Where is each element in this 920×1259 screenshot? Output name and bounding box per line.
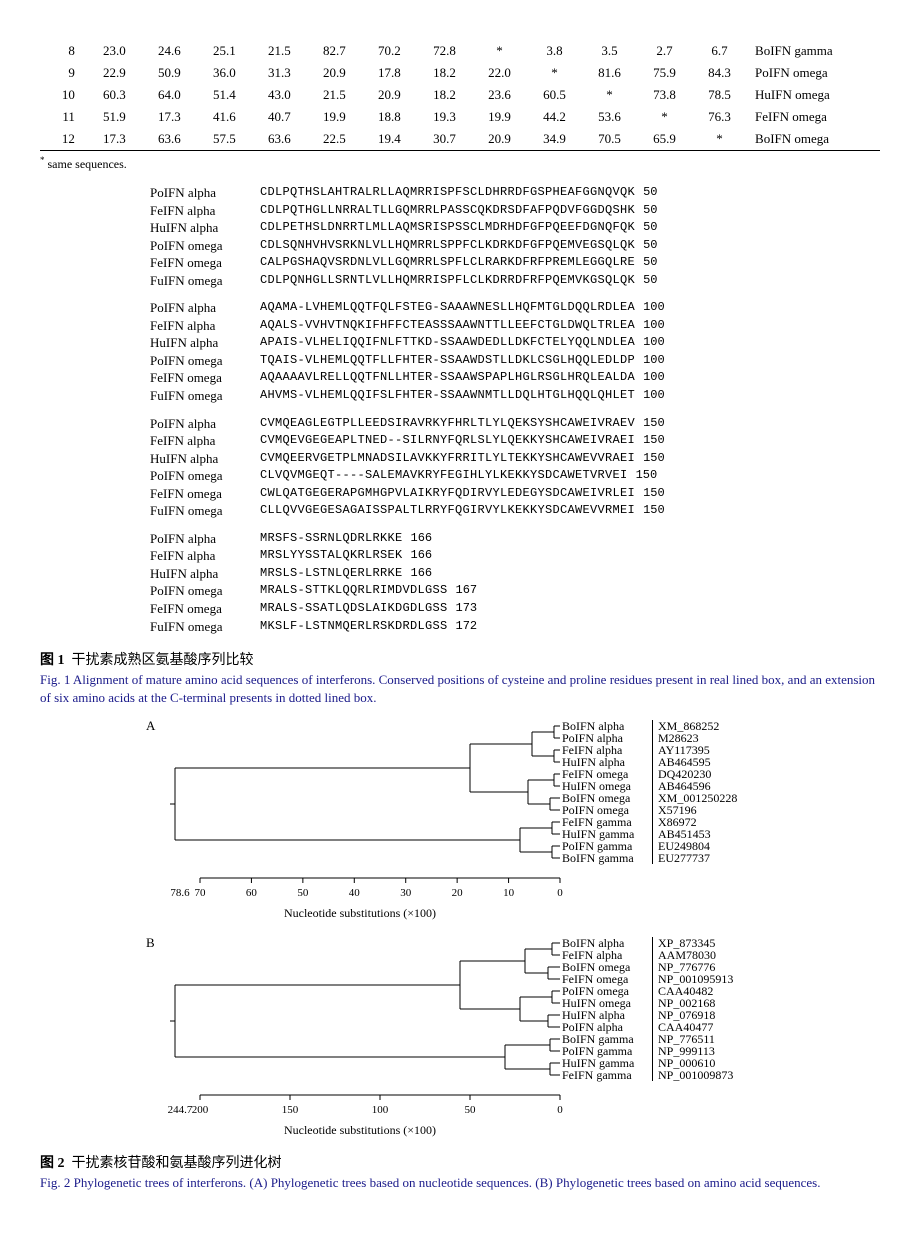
similarity-table: 823.024.625.121.582.770.272.8*3.83.52.76… [40,40,880,151]
svg-text:10: 10 [503,887,514,899]
tree-b-axis-label: Nucleotide substitutions (×100) [160,1123,560,1138]
svg-text:20: 20 [452,887,464,899]
fig1-caption-cn: 图 1 干扰素成熟区氨基酸序列比较 [40,649,880,669]
svg-text:40: 40 [349,887,361,899]
tree-panel-b: B BoIFN alphaXP_873345FeIFN alphaAAM7803… [160,935,880,1087]
svg-text:200: 200 [192,1104,209,1116]
sequence-alignment: PoIFN alphaCDLPQTHSLAHTRALRLLAQMRRISPFSC… [150,184,880,635]
svg-text:30: 30 [400,887,412,899]
panel-label-b: B [146,935,155,951]
tree-a-axis-label: Nucleotide substitutions (×100) [160,906,560,921]
svg-text:50: 50 [297,887,309,899]
tree-a-svg [160,718,560,870]
svg-text:244.7: 244.7 [168,1104,193,1116]
svg-text:50: 50 [465,1104,477,1116]
fig2-caption-cn: 图 2 干扰素核苷酸和氨基酸序列进化树 [40,1152,880,1172]
svg-text:0: 0 [557,887,563,899]
svg-text:60: 60 [246,887,258,899]
svg-text:100: 100 [372,1104,389,1116]
svg-text:0: 0 [557,1104,563,1116]
fig1-caption-en: Fig. 1 Alignment of mature amino acid se… [40,671,880,707]
table-footnote: * same sequences. [40,155,880,172]
svg-text:78.6: 78.6 [170,887,190,899]
svg-text:70: 70 [195,887,207,899]
tree-b-svg [160,935,560,1087]
tree-a-axis: 70 60 50 40 30 20 10 0 78.6 [160,874,580,900]
tree-b-axis: 200 150 100 50 0 244.7 [160,1091,580,1117]
panel-label-a: A [146,718,155,734]
svg-text:150: 150 [282,1104,299,1116]
fig2-caption-en: Fig. 2 Phylogenetic trees of interferons… [40,1174,880,1192]
tree-panel-a: A BoIFN alphaXM_868252PoIFN alphaM28623F… [160,718,880,870]
